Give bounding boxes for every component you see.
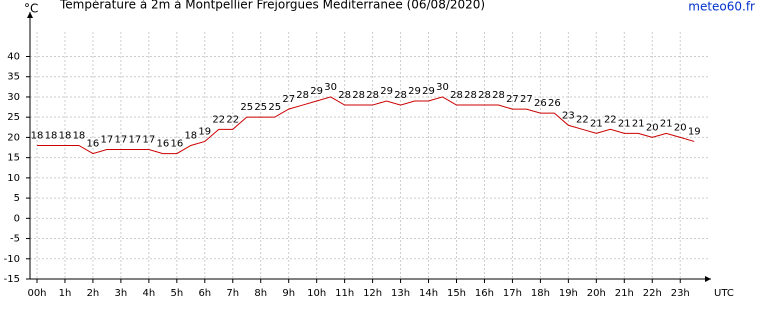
data-label: 25: [268, 102, 281, 113]
x-tick-label: 21h: [615, 288, 634, 299]
data-label: 23: [562, 110, 575, 121]
x-tick-label: 12h: [363, 288, 382, 299]
data-label: 26: [548, 98, 561, 109]
x-tick-label: 14h: [419, 288, 438, 299]
x-tick-label: 17h: [503, 288, 522, 299]
data-label: 28: [478, 90, 491, 101]
data-label: 22: [604, 114, 617, 125]
data-label: 28: [366, 90, 379, 101]
y-tick-label: -5: [10, 234, 20, 245]
x-tick-label: 23h: [671, 288, 690, 299]
data-label: 18: [45, 131, 58, 142]
y-tick-label: -15: [4, 274, 20, 285]
data-label: 17: [101, 135, 114, 146]
data-label: 27: [520, 94, 533, 105]
data-label: 29: [380, 86, 393, 97]
data-label: 22: [576, 114, 589, 125]
data-label: 22: [212, 114, 225, 125]
data-label: 28: [394, 90, 407, 101]
x-tick-label: 1h: [59, 288, 72, 299]
data-label: 25: [254, 102, 267, 113]
data-label: 20: [646, 122, 659, 133]
data-label: 16: [87, 139, 100, 150]
data-label: 16: [156, 139, 169, 150]
x-tick-label: 9h: [282, 288, 295, 299]
data-label: 19: [198, 126, 211, 137]
data-label: 27: [282, 94, 295, 105]
x-tick-label: 20h: [587, 288, 606, 299]
y-tick-label: 5: [14, 193, 20, 204]
data-label: 17: [142, 135, 155, 146]
x-tick-label: 16h: [475, 288, 494, 299]
x-tick-label: 15h: [447, 288, 466, 299]
data-label: 19: [688, 126, 701, 137]
x-tick-label: 6h: [198, 288, 211, 299]
y-unit: °C: [24, 2, 38, 16]
data-label: 26: [534, 98, 547, 109]
x-tick-label: 5h: [170, 288, 183, 299]
x-unit: UTC: [714, 288, 734, 299]
chart-title: Température à 2m à Montpellier Frejorgue…: [59, 0, 485, 12]
data-label: 21: [632, 118, 645, 129]
data-label: 17: [129, 135, 142, 146]
data-label: 28: [338, 90, 351, 101]
x-axis-arrow: [705, 276, 711, 282]
data-label: 21: [590, 118, 603, 129]
y-tick-label: 30: [7, 92, 20, 103]
data-label: 29: [408, 86, 421, 97]
y-tick-label: -10: [4, 254, 20, 265]
y-tick-label: 25: [7, 112, 20, 123]
data-label: 29: [422, 86, 435, 97]
x-tick-label: 13h: [391, 288, 410, 299]
data-label: 30: [324, 82, 337, 93]
data-label: 28: [492, 90, 505, 101]
x-tick-label: 11h: [335, 288, 354, 299]
y-tick-label: 20: [7, 132, 20, 143]
data-label: 18: [73, 131, 86, 142]
x-tick-label: 22h: [643, 288, 662, 299]
y-tick-label: 35: [7, 72, 20, 83]
y-tick-label: 0: [14, 213, 20, 224]
data-label: 18: [184, 131, 197, 142]
data-label: 30: [436, 82, 449, 93]
x-tick-label: 18h: [531, 288, 550, 299]
data-label: 27: [506, 94, 519, 105]
data-label: 21: [618, 118, 631, 129]
data-label: 16: [170, 139, 183, 150]
x-tick-label: 4h: [143, 288, 156, 299]
data-label: 25: [240, 102, 253, 113]
x-tick-label: 7h: [226, 288, 239, 299]
line: [36, 96, 695, 155]
source-link[interactable]: meteo60.fr: [688, 0, 755, 14]
data-label: 28: [296, 90, 309, 101]
y-tick-label: 15: [7, 153, 20, 164]
x-tick-label: 00h: [27, 288, 46, 299]
data-label: 18: [31, 131, 44, 142]
x-tick-label: 10h: [307, 288, 326, 299]
data-label: 20: [674, 122, 687, 133]
x-tick-label: 19h: [559, 288, 578, 299]
data-label: 21: [660, 118, 673, 129]
data-label: 28: [352, 90, 365, 101]
x-tick-label: 3h: [115, 288, 128, 299]
y-axis-arrow: [27, 12, 33, 18]
data-label: 28: [464, 90, 477, 101]
y-tick-label: 10: [7, 173, 20, 184]
x-tick-label: 8h: [254, 288, 267, 299]
data-label: 18: [59, 131, 72, 142]
x-tick-label: 2h: [87, 288, 100, 299]
data-label: 29: [310, 86, 323, 97]
y-tick-label: 40: [7, 52, 20, 63]
data-label: 22: [226, 114, 239, 125]
data-label: 17: [115, 135, 128, 146]
data-label: 28: [450, 90, 463, 101]
